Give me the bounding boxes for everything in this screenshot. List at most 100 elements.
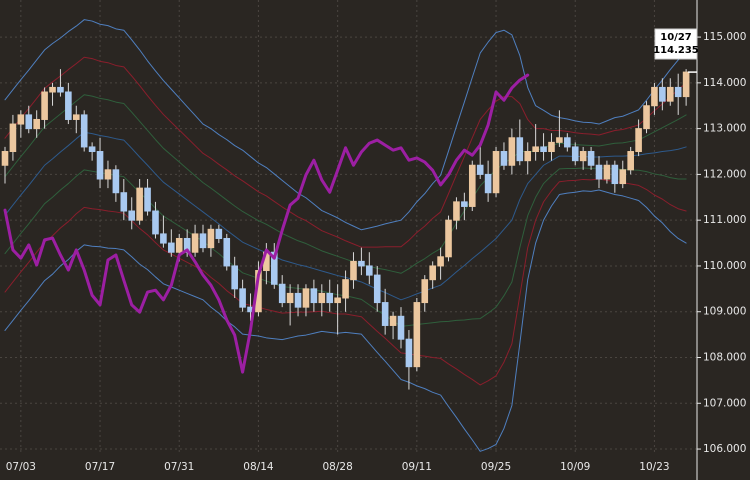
- y-tick-label: 111.000: [703, 214, 746, 226]
- candle-body: [175, 237, 183, 253]
- candle-body: [25, 114, 33, 130]
- candle-body: [239, 288, 246, 308]
- candle-body: [270, 251, 278, 285]
- candle-body: [429, 265, 436, 281]
- overlay-line: [4, 19, 687, 231]
- price-annotation: 10/27 114.235: [653, 28, 699, 73]
- candle-body: [152, 210, 159, 235]
- candle-body: [334, 297, 341, 304]
- candle-body: [548, 141, 555, 153]
- annotation-box: [654, 28, 698, 60]
- candle-body: [144, 187, 151, 212]
- candle-body: [524, 151, 532, 162]
- overlay-line: [4, 189, 687, 452]
- candle-body: [358, 260, 365, 267]
- candle-body: [33, 118, 40, 130]
- candle-body: [88, 146, 96, 153]
- candle-body: [666, 86, 674, 102]
- candle-body: [310, 288, 318, 304]
- y-tick-label: 107.000: [703, 397, 746, 409]
- candle-body: [571, 146, 579, 162]
- candle-body: [57, 86, 64, 93]
- candle-body: [468, 164, 476, 207]
- candle-body: [437, 256, 444, 267]
- y-tick-label: 108.000: [703, 352, 746, 364]
- candle-body: [1, 151, 9, 166]
- candle-body: [674, 86, 682, 98]
- candle-body: [120, 192, 128, 212]
- candle-body: [389, 315, 397, 326]
- candle-body: [350, 260, 357, 281]
- x-tick-label: 07/03: [6, 461, 36, 473]
- grid: [0, 0, 697, 455]
- candle-body: [191, 233, 199, 253]
- candle-body: [373, 274, 381, 304]
- candle-body: [453, 201, 460, 221]
- candle-body: [72, 114, 80, 120]
- candle-body: [643, 105, 650, 130]
- candle-body: [587, 151, 595, 166]
- candle-body: [160, 233, 167, 244]
- candle-body: [9, 123, 17, 153]
- candle-body: [342, 279, 349, 299]
- candle-body: [564, 137, 571, 148]
- candle-body: [627, 151, 634, 171]
- candle-body: [492, 151, 500, 194]
- candle-body: [302, 288, 310, 308]
- candle-body: [595, 164, 603, 180]
- candle-body: [326, 292, 334, 304]
- candle-body: [659, 86, 666, 102]
- candle-body: [611, 164, 619, 185]
- candle-body: [476, 164, 484, 175]
- x-tick-label: 08/28: [323, 461, 353, 473]
- candle-body: [96, 151, 104, 180]
- overlay-line: [4, 178, 687, 386]
- candle-body: [207, 228, 215, 249]
- y-tick-label: 109.000: [703, 306, 746, 318]
- candle-body: [635, 128, 642, 153]
- candle-body: [136, 187, 143, 221]
- candle-body: [484, 173, 492, 194]
- candle-body: [508, 137, 516, 166]
- candle-body: [540, 146, 547, 153]
- candle-body: [294, 292, 302, 308]
- candle-body: [397, 315, 405, 340]
- y-tick-label: 110.000: [703, 260, 746, 272]
- annotation-date: 10/27: [660, 32, 692, 43]
- candle-body: [500, 151, 508, 166]
- candle-body: [445, 219, 452, 258]
- candle-body: [461, 201, 468, 207]
- x-tick-label: 09/25: [481, 461, 511, 473]
- plot-area: [1, 19, 690, 452]
- x-tick-label: 08/14: [243, 461, 274, 473]
- candle-body: [579, 151, 587, 162]
- y-tick-label: 106.000: [703, 443, 746, 455]
- overlay-line: [4, 56, 687, 248]
- annotation-price: 114.235: [653, 45, 699, 56]
- candle-body: [381, 302, 389, 326]
- candle-body: [215, 228, 223, 239]
- candle-body: [231, 265, 238, 290]
- candle-body: [318, 292, 326, 304]
- candle-body: [199, 233, 207, 249]
- y-tick-label: 114.000: [703, 77, 746, 89]
- overlay-line: [3, 73, 530, 374]
- candle-body: [168, 242, 175, 253]
- x-tick-label: 10/09: [560, 461, 590, 473]
- candle-body: [41, 91, 48, 120]
- candle-body: [603, 164, 611, 180]
- candle-body: [516, 137, 524, 162]
- y-tick-label: 112.000: [703, 168, 746, 180]
- candle-body: [286, 292, 294, 304]
- overlay-line: [4, 94, 687, 274]
- axes: 106.000 107.000 108.000 109.000 110.000 111.0…: [6, 31, 747, 473]
- candle-body: [65, 91, 72, 120]
- candle-body: [17, 114, 25, 125]
- candle-body: [223, 237, 231, 267]
- candle-body: [556, 137, 563, 143]
- candle-body: [128, 210, 136, 221]
- candle-body: [366, 265, 373, 276]
